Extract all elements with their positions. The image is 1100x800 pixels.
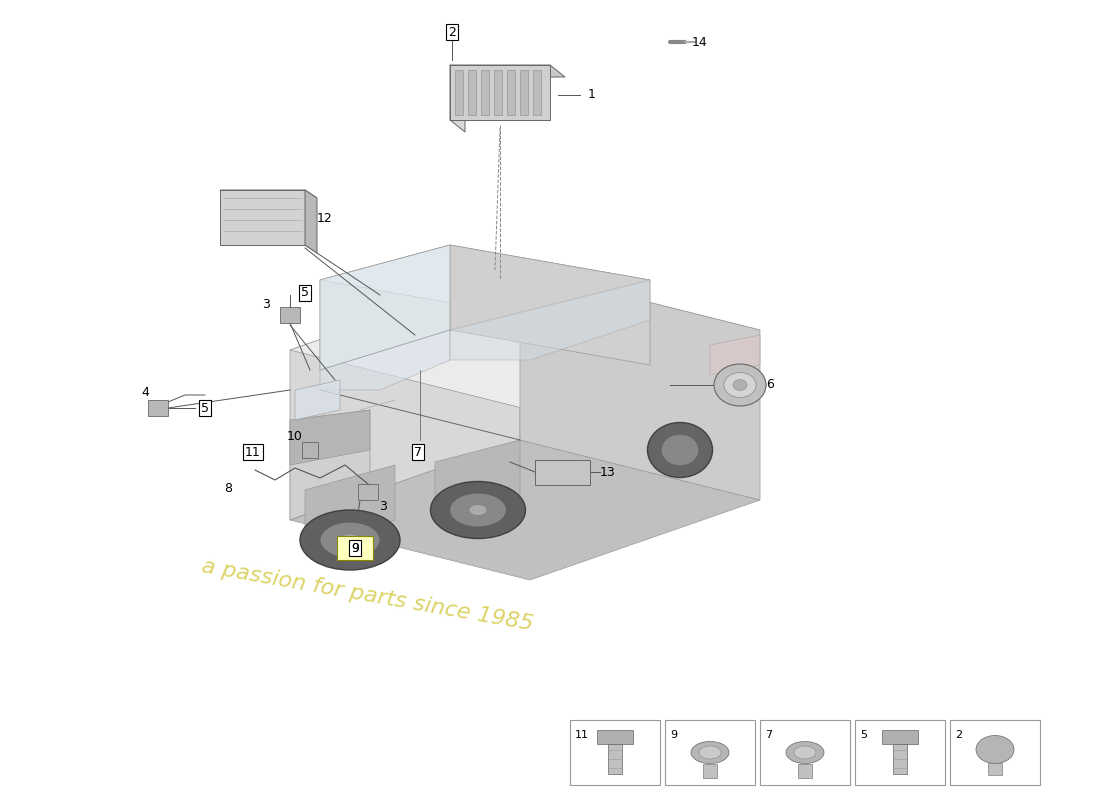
Polygon shape: [434, 440, 520, 518]
Ellipse shape: [340, 534, 360, 546]
Text: 7: 7: [414, 446, 422, 458]
Bar: [302, 442, 318, 458]
Bar: [481, 70, 490, 115]
Text: 5: 5: [301, 286, 309, 299]
FancyBboxPatch shape: [337, 536, 373, 560]
Ellipse shape: [794, 746, 816, 759]
Bar: [570, 720, 660, 785]
Text: 12: 12: [317, 211, 333, 225]
Bar: [608, 743, 622, 774]
Ellipse shape: [469, 505, 487, 515]
Ellipse shape: [691, 742, 729, 763]
Polygon shape: [520, 270, 760, 500]
Polygon shape: [290, 410, 370, 465]
Bar: [148, 400, 168, 416]
Ellipse shape: [320, 522, 379, 558]
Polygon shape: [295, 380, 340, 420]
Polygon shape: [220, 190, 317, 198]
Polygon shape: [290, 440, 760, 580]
Text: 7: 7: [764, 730, 772, 740]
Text: 2: 2: [448, 26, 455, 38]
Bar: [760, 720, 850, 785]
Polygon shape: [290, 270, 520, 520]
Bar: [534, 70, 541, 115]
Text: 3: 3: [379, 501, 387, 514]
Text: 13: 13: [601, 466, 616, 478]
Text: 1: 1: [588, 89, 596, 102]
Text: 9: 9: [351, 542, 359, 554]
Text: eur: eur: [320, 418, 498, 542]
Polygon shape: [320, 245, 450, 370]
Text: parts: parts: [490, 379, 752, 525]
Ellipse shape: [733, 379, 747, 390]
Text: 9: 9: [351, 542, 359, 554]
Text: 2: 2: [955, 730, 962, 740]
Text: 5: 5: [860, 730, 867, 740]
Polygon shape: [450, 280, 650, 360]
Ellipse shape: [698, 746, 720, 759]
Polygon shape: [305, 190, 317, 253]
Ellipse shape: [786, 742, 824, 763]
Ellipse shape: [724, 373, 756, 398]
Bar: [950, 720, 1040, 785]
Bar: [507, 70, 515, 115]
Bar: [882, 730, 918, 743]
Text: 14: 14: [692, 35, 708, 49]
Ellipse shape: [430, 482, 526, 538]
Bar: [280, 307, 300, 323]
Bar: [893, 743, 907, 774]
Text: 10: 10: [287, 430, 303, 442]
Polygon shape: [290, 270, 760, 410]
Bar: [703, 763, 717, 778]
Polygon shape: [220, 190, 305, 245]
Ellipse shape: [714, 364, 766, 406]
Polygon shape: [320, 245, 650, 315]
Ellipse shape: [648, 422, 713, 478]
Bar: [455, 70, 463, 115]
Text: 11: 11: [575, 730, 589, 740]
Text: 6: 6: [766, 378, 774, 391]
Ellipse shape: [450, 493, 506, 527]
Text: 3: 3: [262, 298, 270, 311]
Text: 4: 4: [141, 386, 149, 399]
Polygon shape: [710, 335, 760, 375]
Text: 11: 11: [245, 446, 261, 458]
Ellipse shape: [661, 434, 698, 466]
Polygon shape: [320, 245, 450, 370]
Bar: [494, 70, 502, 115]
Polygon shape: [450, 65, 465, 132]
Bar: [358, 484, 378, 500]
Text: 8: 8: [224, 482, 232, 494]
Text: O: O: [440, 412, 535, 512]
Polygon shape: [450, 65, 565, 77]
Bar: [798, 763, 812, 778]
Bar: [666, 720, 755, 785]
Polygon shape: [450, 65, 550, 120]
Text: 9: 9: [670, 730, 678, 740]
Polygon shape: [305, 465, 395, 548]
Ellipse shape: [300, 510, 400, 570]
Bar: [535, 460, 590, 485]
Text: a passion for parts since 1985: a passion for parts since 1985: [200, 556, 535, 634]
Polygon shape: [450, 245, 650, 365]
Polygon shape: [320, 330, 450, 390]
Bar: [520, 70, 528, 115]
Ellipse shape: [976, 735, 1014, 763]
Bar: [468, 70, 476, 115]
Bar: [597, 730, 632, 743]
Polygon shape: [290, 410, 370, 520]
Bar: [855, 720, 945, 785]
Text: 5: 5: [201, 402, 209, 414]
Bar: [988, 762, 1002, 774]
